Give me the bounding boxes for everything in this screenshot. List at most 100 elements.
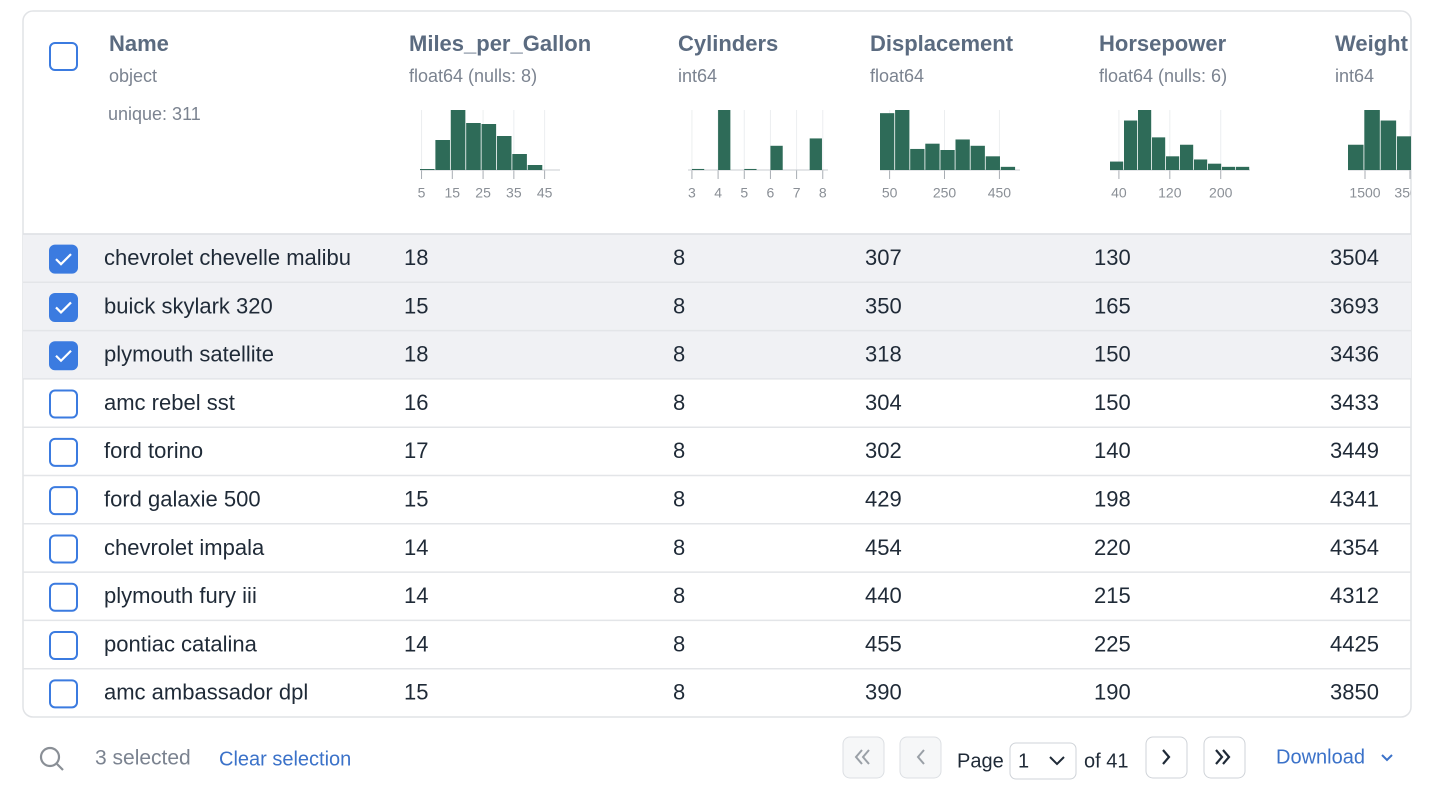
hist-bar	[970, 145, 985, 170]
cell-value: 8	[673, 486, 685, 511]
hist-bar	[809, 138, 822, 170]
checkbox-check	[55, 253, 72, 266]
clear-selection[interactable]: Clear selection	[219, 748, 351, 770]
cell-value: 215	[1094, 583, 1131, 608]
column-header[interactable]: Name	[109, 31, 169, 56]
next-page-button[interactable]	[1145, 736, 1188, 779]
cell-value: 198	[1094, 486, 1131, 511]
cell-value: 4354	[1330, 535, 1379, 560]
column-header[interactable]: Horsepower	[1099, 31, 1227, 56]
hist-bar	[691, 168, 705, 170]
column-header[interactable]: Miles_per_Gallon	[409, 31, 591, 56]
prev-page-button[interactable]	[899, 736, 942, 779]
checkbox-check	[55, 349, 72, 363]
table-row[interactable]: amc rebel sst 16 8 304 150 3433	[49, 389, 1379, 419]
hist-bar	[985, 156, 1000, 170]
row-checkbox[interactable]	[49, 534, 78, 564]
table-row[interactable]: plymouth fury iii 14 8 440 215 4312	[49, 582, 1379, 612]
cell-value: 15	[404, 486, 428, 511]
cell-value: 3433	[1330, 390, 1379, 415]
cell-value: 8	[673, 390, 685, 415]
last-page-button[interactable]	[1203, 736, 1246, 779]
hist-tick-label: 5	[740, 185, 748, 201]
column-dtype: float64 (nulls: 8)	[409, 66, 537, 86]
checkbox-box	[49, 292, 78, 322]
hist-bar	[527, 165, 543, 170]
download-menu[interactable]: Download	[1276, 746, 1393, 768]
row-checkbox[interactable]	[49, 292, 78, 322]
hist-tick-label: 50	[882, 185, 898, 201]
row-checkbox[interactable]	[49, 582, 78, 612]
hist-tick-label: 1500	[1349, 185, 1380, 201]
cell-value: 455	[865, 631, 902, 656]
row-checkbox[interactable]	[49, 437, 78, 467]
row-highlight	[23, 234, 1411, 283]
column-stat: unique: 311	[108, 104, 201, 124]
cell-value: 18	[404, 245, 428, 270]
column-dtype: int64	[678, 66, 717, 86]
hist-bar	[910, 148, 925, 170]
hist-bar	[481, 124, 497, 170]
row-name: amc rebel sst	[104, 390, 235, 415]
row-name: chevrolet chevelle malibu	[104, 245, 351, 270]
search-icon[interactable]	[39, 746, 64, 771]
hist-bar	[880, 113, 895, 170]
hist-tick-label: 450	[988, 185, 1012, 201]
table-row[interactable]: ford galaxie 500 15 8 429 198 4341	[49, 486, 1379, 516]
hist-bar	[1222, 166, 1236, 170]
footer: 3 selected Clear selection Page 1 of 41 …	[39, 736, 1393, 780]
cell-value: 8	[673, 535, 685, 560]
checkbox-box	[49, 437, 78, 467]
column-header[interactable]: Cylinders	[678, 31, 778, 56]
cell-value: 4341	[1330, 486, 1379, 511]
cell-value: 4425	[1330, 631, 1379, 656]
hist-tick-label: 15	[445, 185, 461, 201]
hist-bar	[1236, 166, 1250, 170]
row-name: plymouth fury iii	[104, 583, 257, 608]
row-checkbox[interactable]	[49, 631, 78, 661]
cell-value: 150	[1094, 342, 1131, 367]
table-row[interactable]: plymouth satellite 18 8 318 150 3436	[49, 341, 1379, 371]
table-row[interactable]: chevrolet impala 14 8 454 220 4354	[49, 534, 1379, 564]
row-checkbox[interactable]	[49, 341, 78, 371]
row-checkbox[interactable]	[49, 679, 78, 709]
table-row[interactable]: pontiac catalina 14 8 455 225 4425	[49, 631, 1379, 661]
page-select[interactable]: 1	[1009, 742, 1077, 780]
cell-value: 14	[404, 583, 428, 608]
hist-bar	[1000, 166, 1016, 170]
checkbox-box	[49, 389, 78, 419]
cell-value: 390	[865, 680, 902, 705]
row-checkbox[interactable]	[49, 244, 78, 274]
hist-tick-label: 3	[688, 185, 696, 201]
table-row[interactable]: amc ambassador dpl 15 8 390 190 3850	[49, 679, 1379, 709]
table-row[interactable]: ford torino 17 8 302 140 3449	[49, 437, 1379, 467]
hist-tick-label: 25	[475, 185, 491, 201]
cell-value: 190	[1094, 680, 1131, 705]
hist-tick-label: 4	[714, 185, 722, 201]
select-all-checkbox[interactable]	[49, 42, 78, 71]
table-row[interactable]: chevrolet chevelle malibu 18 8 307 130 3504	[49, 244, 1379, 274]
hist-bar	[512, 154, 527, 170]
cell-value: 220	[1094, 535, 1131, 560]
row-name: ford torino	[104, 438, 203, 463]
hist-tick-label: 35	[506, 185, 522, 201]
column-header[interactable]: Weight	[1335, 31, 1409, 56]
table-row[interactable]: buick skylark 320 15 8 350 165 3693	[49, 292, 1379, 322]
hist-tick-label: 3500	[1394, 185, 1425, 201]
first-page-button[interactable]	[842, 736, 885, 779]
column-header[interactable]: Displacement	[870, 31, 1014, 56]
cell-value: 350	[865, 293, 902, 318]
cell-value: 3850	[1330, 680, 1379, 705]
row-checkbox[interactable]	[49, 389, 78, 419]
column-dtype: object	[109, 66, 157, 86]
cell-value: 150	[1094, 390, 1131, 415]
hist-bar	[1396, 136, 1411, 170]
cell-value: 302	[865, 438, 902, 463]
row-name: buick skylark 320	[104, 293, 273, 318]
row-checkbox[interactable]	[49, 486, 78, 516]
row-name: amc ambassador dpl	[104, 680, 308, 705]
hist-tick-label: 8	[819, 185, 827, 201]
checkbox-box	[49, 631, 78, 661]
hist-tick-label: 7	[793, 185, 801, 201]
selection-count: 3 selected	[95, 747, 191, 770]
